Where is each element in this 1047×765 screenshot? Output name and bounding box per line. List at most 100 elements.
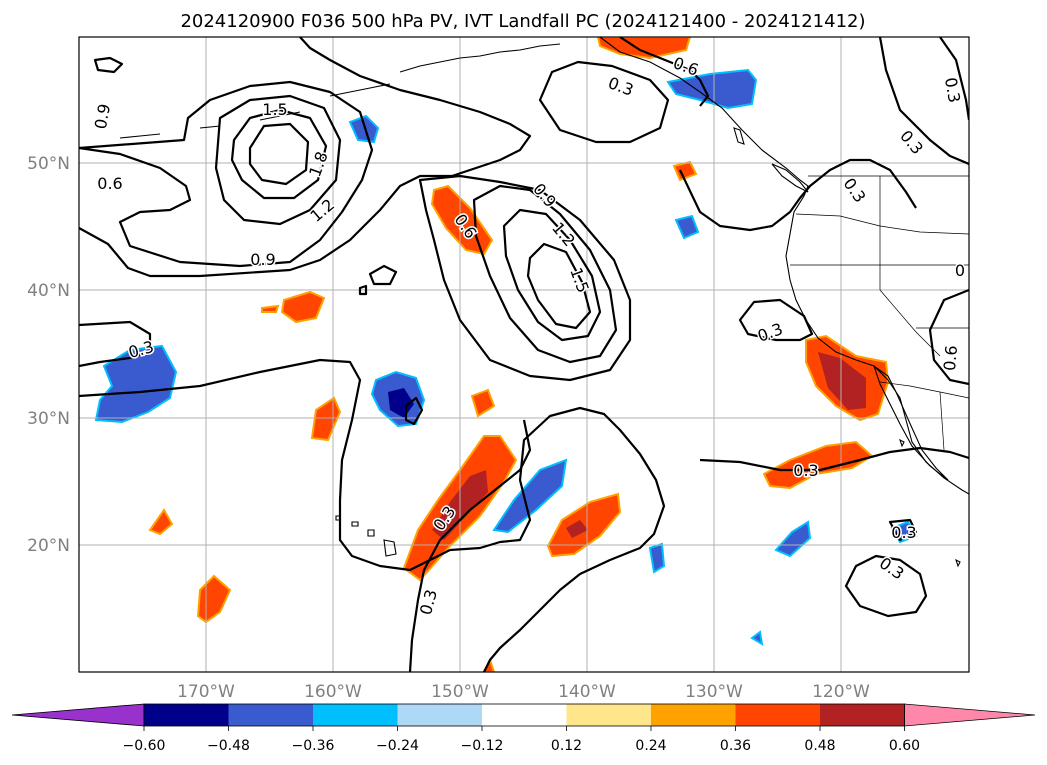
colorbar-ticks	[143, 726, 905, 731]
contour-label: 0.9	[91, 102, 114, 130]
colorbar-tick-label: 0.48	[804, 738, 835, 754]
shade-negative-alaska	[666, 68, 758, 110]
colorbar-bin	[735, 704, 820, 726]
contour-0.3-lower	[408, 419, 532, 672]
shade-positive-small-2	[280, 290, 326, 324]
colorbar-under-triangle	[11, 703, 145, 727]
shade-positive-small-3	[261, 304, 280, 313]
lat-label-30n: 30°N	[27, 409, 70, 429]
colorbar-tick-label: 0.36	[720, 738, 751, 754]
lon-label-150w: 150°W	[431, 682, 489, 702]
map-frame	[78, 36, 970, 673]
colorbar-bin	[228, 704, 313, 726]
contour-small-3	[404, 396, 424, 426]
contour-0.3-southeast	[888, 518, 918, 542]
map-panel: 0.9 0.6 1.5 1.8 1.2 0.9 0.3 0.9 1.2 1.5 …	[27, 36, 970, 702]
contour-0.9-central	[472, 184, 618, 364]
contour-0.3-goa	[538, 60, 670, 144]
lon-label-160w: 160°W	[304, 682, 362, 702]
pv-contours	[79, 37, 969, 672]
lon-label-140w: 140°W	[558, 682, 616, 702]
colorbar-bin	[313, 704, 398, 726]
figure-title: 2024120900 F036 500 hPa PV, IVT Landfall…	[180, 11, 865, 32]
colorbar-tick-label: −0.60	[123, 738, 166, 754]
contour-0.3-main	[79, 358, 666, 672]
contour-0.6-ne	[939, 37, 969, 121]
coastline-baja	[872, 364, 949, 481]
colorbar-frame	[143, 703, 905, 727]
contour-0.9-nw	[93, 56, 124, 74]
shade-darkred-mid	[566, 520, 588, 538]
lon-labels: 170°W 160°W 150°W 140°W 130°W 120°W	[177, 682, 870, 702]
contour-1.5-central	[526, 242, 592, 330]
contour-0.6-west	[79, 37, 532, 278]
colorbar: −0.60 −0.48 −0.36 −0.24 −0.12 0.12 0.24 …	[11, 703, 1036, 754]
contour-0.9-west	[79, 80, 374, 268]
border-california-nevada	[879, 265, 941, 357]
contour-label: 0.3	[793, 461, 818, 480]
colorbar-tick-labels: −0.60 −0.48 −0.36 −0.24 −0.12 0.12 0.24 …	[123, 738, 921, 754]
contour-small-1	[368, 264, 398, 286]
contour-label: 0.6	[940, 345, 961, 372]
lat-label-40n: 40°N	[27, 281, 70, 301]
shade-positive-small-5	[470, 388, 496, 418]
shade-darkred-california	[818, 352, 866, 410]
contour-label: 0.9	[250, 250, 275, 269]
coastline-north-america	[599, 37, 969, 495]
contour-0.3-baja	[699, 446, 969, 472]
lon-label-170w: 170°W	[177, 682, 235, 702]
shade-positive-small-6	[148, 508, 174, 536]
coastline-alaska-islands	[119, 43, 561, 139]
contour-0.3-south	[844, 554, 928, 618]
lon-label-120w: 120°W	[812, 682, 870, 702]
contour-label: 0.6	[97, 174, 122, 193]
contour-0.6-goa	[619, 37, 710, 107]
coastline-vancouver	[771, 163, 809, 193]
colorbar-tick-label: −0.12	[461, 738, 504, 754]
contour-0.3-east	[679, 158, 917, 232]
colorbar-bin	[820, 704, 905, 726]
border-us-mexico	[879, 381, 969, 399]
shade-negative-small-4	[774, 520, 812, 558]
colorbar-bin	[651, 704, 736, 726]
shade-negative-band	[492, 458, 568, 534]
coastlines	[119, 37, 969, 568]
colorbar-bin	[482, 704, 567, 726]
shade-darkblue-hawaii	[388, 388, 414, 418]
colorbar-bin	[397, 704, 482, 726]
contour-label: 0	[955, 261, 965, 280]
colorbar-tick-label: −0.48	[207, 738, 250, 754]
contour-label: 1.5	[262, 100, 287, 119]
contour-0.6-east	[928, 288, 969, 386]
lon-label-130w: 130°W	[685, 682, 743, 702]
lat-label-50n: 50°N	[27, 154, 70, 174]
contour-0.3-ne	[878, 37, 969, 166]
contour-1.2-central	[502, 208, 602, 342]
contour-1.8-west	[248, 122, 310, 186]
coastline-hawaii	[335, 515, 397, 557]
coastline-small-islands	[899, 438, 961, 568]
colorbar-tick-label: −0.36	[292, 738, 335, 754]
colorbar-tick-label: −0.24	[376, 738, 419, 754]
border-sonora	[939, 391, 945, 451]
contour-label: 0.3	[891, 523, 916, 542]
borders	[790, 175, 969, 451]
colorbar-bin	[566, 704, 651, 726]
contour-small-2	[358, 284, 368, 296]
contour-1.2-west	[214, 94, 342, 226]
contour-0.3-outer	[79, 320, 152, 368]
shade-negative-small-1	[348, 114, 380, 144]
lat-labels: 50°N 40°N 30°N 20°N	[27, 154, 70, 556]
colorbar-bin	[144, 704, 229, 726]
shade-positive-baja	[762, 440, 874, 490]
lat-label-20n: 20°N	[27, 536, 70, 556]
colorbar-tick-label: 0.60	[889, 738, 920, 754]
shade-negative-small-2	[674, 214, 700, 240]
colorbar-tick-label: 0.24	[635, 738, 666, 754]
colorbar-tick-label: 0.12	[551, 738, 582, 754]
shade-negative-small-6	[750, 630, 764, 646]
contour-0.3-california	[738, 298, 814, 342]
contour-1.5-west	[230, 108, 328, 200]
coastline-haida-gwaii	[733, 127, 745, 145]
